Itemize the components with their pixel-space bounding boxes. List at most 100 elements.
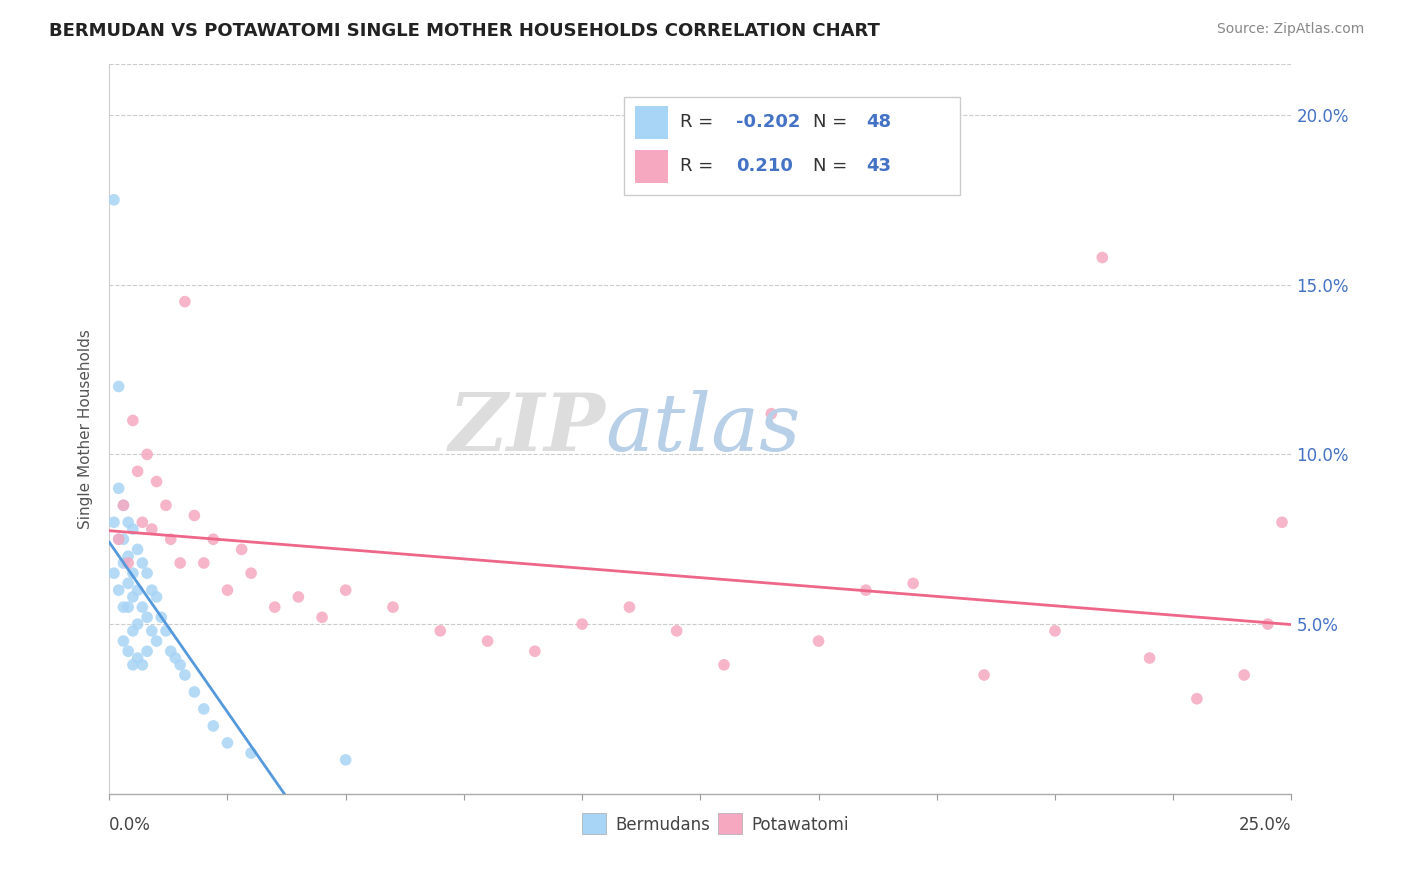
Point bbox=[141, 583, 163, 598]
FancyBboxPatch shape bbox=[623, 97, 960, 195]
Point bbox=[311, 610, 333, 624]
Point bbox=[1043, 624, 1066, 638]
Point bbox=[136, 566, 159, 581]
Point bbox=[429, 624, 451, 638]
Point bbox=[127, 542, 149, 557]
Point bbox=[571, 617, 593, 632]
Text: Bermudans: Bermudans bbox=[616, 816, 710, 834]
Point bbox=[103, 193, 125, 207]
Text: -0.202: -0.202 bbox=[735, 113, 800, 131]
Point bbox=[112, 498, 135, 512]
Point bbox=[122, 624, 145, 638]
Y-axis label: Single Mother Households: Single Mother Households bbox=[79, 329, 93, 529]
Text: R =: R = bbox=[681, 113, 720, 131]
Point bbox=[1139, 651, 1161, 665]
Point bbox=[169, 657, 191, 672]
Point bbox=[1257, 617, 1279, 632]
Text: 0.0%: 0.0% bbox=[110, 815, 150, 834]
Point bbox=[335, 753, 357, 767]
Text: R =: R = bbox=[681, 157, 720, 175]
Point bbox=[107, 583, 129, 598]
Point bbox=[761, 407, 783, 421]
Point bbox=[217, 736, 239, 750]
Text: 0.210: 0.210 bbox=[735, 157, 793, 175]
Point bbox=[141, 624, 163, 638]
Point bbox=[117, 556, 139, 570]
Point bbox=[112, 533, 135, 547]
Point bbox=[183, 685, 205, 699]
Point bbox=[122, 590, 145, 604]
Point bbox=[112, 634, 135, 648]
Point bbox=[131, 600, 153, 615]
Point bbox=[117, 515, 139, 529]
Point bbox=[1091, 251, 1114, 265]
Point bbox=[117, 576, 139, 591]
Bar bbox=[582, 814, 606, 834]
Point bbox=[145, 475, 167, 489]
Point bbox=[122, 522, 145, 536]
Text: N =: N = bbox=[813, 157, 852, 175]
Bar bbox=[718, 814, 742, 834]
Point bbox=[122, 657, 145, 672]
Point bbox=[193, 556, 215, 570]
Point bbox=[165, 651, 187, 665]
Point bbox=[159, 644, 181, 658]
Point bbox=[1271, 515, 1294, 529]
Point bbox=[174, 668, 197, 682]
Text: 43: 43 bbox=[866, 157, 891, 175]
Point bbox=[1233, 668, 1256, 682]
Text: 25.0%: 25.0% bbox=[1239, 815, 1292, 834]
Text: BERMUDAN VS POTAWATOMI SINGLE MOTHER HOUSEHOLDS CORRELATION CHART: BERMUDAN VS POTAWATOMI SINGLE MOTHER HOU… bbox=[49, 22, 880, 40]
Point bbox=[240, 566, 263, 581]
Point bbox=[145, 634, 167, 648]
Point bbox=[183, 508, 205, 523]
Point bbox=[217, 583, 239, 598]
Point bbox=[159, 533, 181, 547]
Point bbox=[477, 634, 499, 648]
Text: atlas: atlas bbox=[606, 390, 801, 467]
Point bbox=[523, 644, 546, 658]
Point bbox=[122, 413, 145, 427]
Point bbox=[855, 583, 877, 598]
Point bbox=[202, 533, 225, 547]
Point bbox=[287, 590, 309, 604]
Point bbox=[169, 556, 191, 570]
Point bbox=[665, 624, 688, 638]
Point bbox=[107, 533, 129, 547]
Text: N =: N = bbox=[813, 113, 852, 131]
Point bbox=[202, 719, 225, 733]
Point bbox=[103, 566, 125, 581]
Point bbox=[136, 644, 159, 658]
Point bbox=[127, 617, 149, 632]
Point bbox=[231, 542, 253, 557]
Point bbox=[240, 746, 263, 760]
Point bbox=[131, 515, 153, 529]
Point bbox=[155, 624, 177, 638]
Point bbox=[381, 600, 404, 615]
Point bbox=[145, 590, 167, 604]
Point bbox=[131, 556, 153, 570]
Point bbox=[901, 576, 924, 591]
Point bbox=[112, 556, 135, 570]
Text: Source: ZipAtlas.com: Source: ZipAtlas.com bbox=[1216, 22, 1364, 37]
Point bbox=[117, 600, 139, 615]
Point bbox=[112, 600, 135, 615]
Point bbox=[136, 447, 159, 461]
Text: Potawatomi: Potawatomi bbox=[751, 816, 849, 834]
Text: 48: 48 bbox=[866, 113, 891, 131]
Point bbox=[619, 600, 641, 615]
Point bbox=[973, 668, 995, 682]
Point bbox=[107, 379, 129, 393]
Point bbox=[107, 533, 129, 547]
Point bbox=[103, 515, 125, 529]
Point bbox=[127, 583, 149, 598]
Point bbox=[174, 294, 197, 309]
Point bbox=[112, 498, 135, 512]
Point bbox=[713, 657, 735, 672]
Point bbox=[150, 610, 173, 624]
Point bbox=[122, 566, 145, 581]
Point bbox=[335, 583, 357, 598]
Point bbox=[193, 702, 215, 716]
Point bbox=[127, 464, 149, 478]
Point bbox=[107, 481, 129, 495]
